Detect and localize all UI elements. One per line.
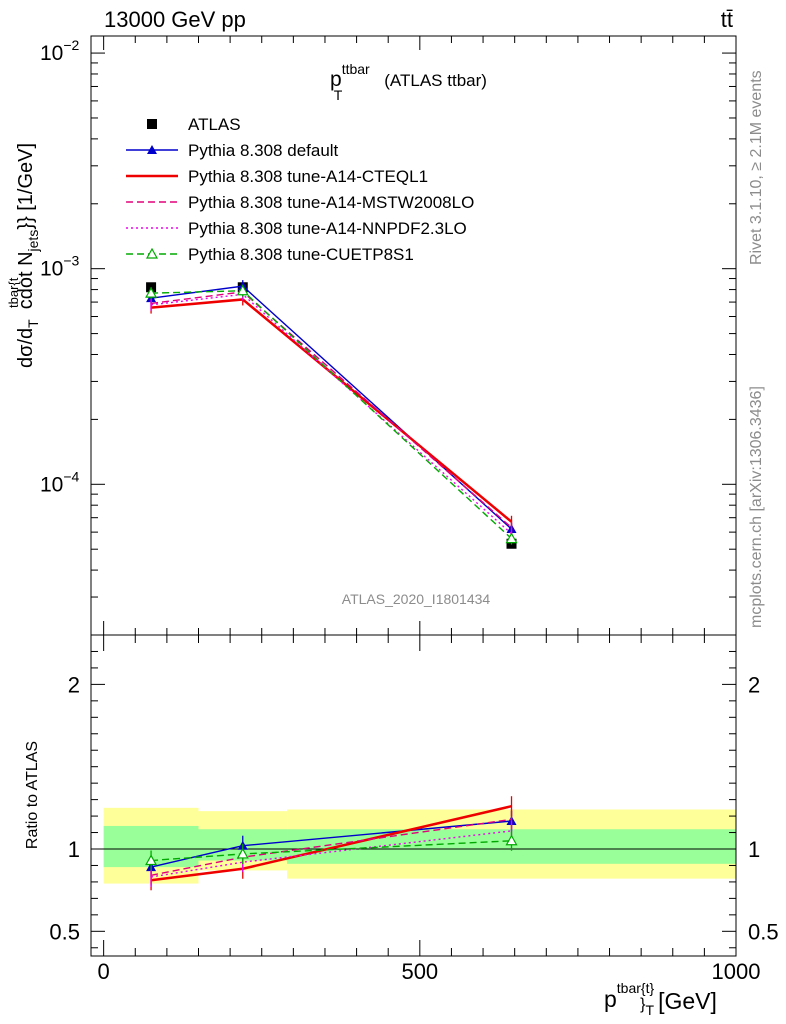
legend-label-1: Pythia 8.308 default (188, 141, 339, 160)
ratio-ytick-label-left-0: 0.5 (49, 919, 80, 944)
series-4 (150, 288, 513, 540)
analysis-label: ATLAS_2020_I1801434 (342, 591, 491, 607)
ratio-point-4-1 (236, 847, 249, 859)
process-label: tt̄ (721, 7, 733, 32)
legend-marker-1 (147, 145, 157, 154)
ratio-ytick-label-left-2: 2 (68, 672, 80, 697)
legend-label-3: Pythia 8.308 tune-A14-MSTW2008LO (188, 193, 474, 212)
plot-title-suffix: (ATLAS ttbar) (384, 71, 487, 90)
legend: ATLAS Pythia 8.308 default Pythia 8.308 tu… (126, 115, 474, 264)
data-point-5-0 (145, 286, 158, 298)
series-line-5 (151, 290, 512, 540)
ratio-xlabel: ptbar{t}}T [GeV] (604, 980, 717, 1018)
main-ylabel-sup: tbar{t (6, 277, 21, 308)
series-2 (150, 293, 513, 528)
beam-label: 13000 GeV pp (104, 7, 246, 32)
legend-marker-0 (147, 119, 157, 129)
legend-label-2: Pythia 8.308 tune-A14-CTEQL1 (188, 167, 428, 186)
ratio-ytick-label-left-1: 1 (68, 837, 80, 862)
ytick-label-1: 10−3 (40, 253, 80, 281)
ratio-ytick-label-right-2: 2 (748, 672, 760, 697)
legend-entry-2: Pythia 8.308 tune-A14-CTEQL1 (126, 167, 428, 186)
series-1 (146, 280, 517, 536)
series-line-2 (150, 298, 513, 523)
series-line-4 (150, 293, 512, 535)
ratio-frame (90, 634, 737, 957)
legend-label-0: ATLAS (188, 115, 241, 134)
rivet-label: Rivet 3.1.10, ≥ 2.1M events (748, 70, 765, 265)
ratio-point-4-0 (145, 854, 158, 866)
legend-label-4: Pythia 8.308 tune-A14-NNPDF2.3LO (188, 219, 467, 238)
ratio-series-4 (145, 830, 518, 871)
legend-marker-5 (145, 247, 159, 259)
ratio-ylabel: Ratio to ATLAS (24, 741, 41, 849)
mcplots-label: mcplots.cern.ch [arXiv:1306.3436] (748, 386, 765, 628)
legend-entry-4: Pythia 8.308 tune-A14-NNPDF2.3LO (126, 219, 467, 238)
main-ylabel-text: dσ/dTcdot Njets}} [1/GeV] (15, 143, 41, 368)
ratio-xtick-label-1: 500 (401, 959, 438, 984)
legend-entry-3: Pythia 8.308 tune-A14-MSTW2008LO (126, 193, 474, 212)
series-line-3 (150, 291, 512, 529)
legend-entry-5: Pythia 8.308 tune-CUETP8S1 (126, 245, 414, 264)
ratio-ytick-label-right-1: 1 (748, 837, 760, 862)
ratio-xtick-label-2: 1000 (712, 959, 761, 984)
series-0 (146, 282, 517, 549)
plot-title: pttbar T(ATLAS ttbar) (330, 61, 487, 103)
ratio-line-3 (150, 830, 512, 878)
legend-label-5: Pythia 8.308 tune-CUETP8S1 (188, 245, 414, 264)
main-panel: 10−210−310−4 pttbar T(ATLAS ttbar) ATLAS_… (6, 35, 737, 636)
plot-title-sub: T (334, 87, 343, 103)
legend-entry-1: Pythia 8.308 default (126, 141, 339, 160)
main-ylabel: dσ/dTcdot Njets}} [1/GeV] tbar{t (6, 143, 41, 368)
ratio-ytick-label-right-0: 0.5 (748, 919, 779, 944)
series-line-1 (150, 285, 512, 530)
ratio-panel: 0.5 0.5 1 1 2 2 0 500 1000 Ratio to ATLAS ptbar{… (24, 634, 779, 1018)
ratio-xtick-label-0: 0 (98, 959, 110, 984)
ytick-label-0: 10−2 (40, 37, 80, 65)
ytick-label-2: 10−4 (40, 468, 80, 496)
legend-entry-0: ATLAS (147, 115, 241, 134)
data-point-5-1 (236, 284, 249, 296)
series-3 (150, 285, 513, 534)
plot-title-sup: ttbar (342, 61, 370, 77)
ratio-point-4-2 (505, 834, 518, 846)
data-point-5-2 (505, 532, 518, 544)
series-5 (145, 284, 518, 545)
